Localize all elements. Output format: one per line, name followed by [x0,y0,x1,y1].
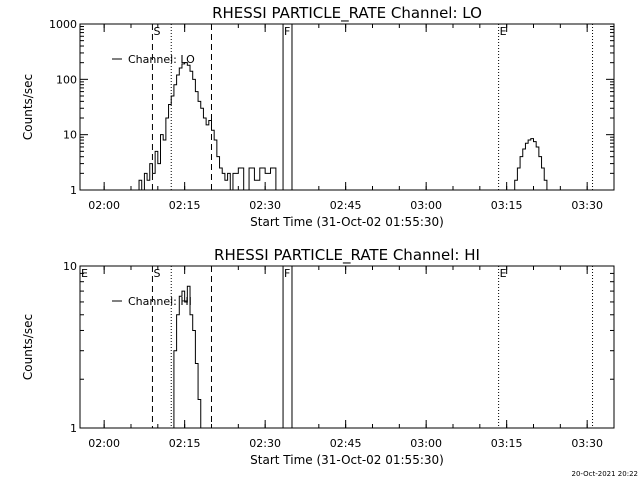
chart-title: RHESSI PARTICLE_RATE Channel: LO [212,4,482,23]
x-tick-label: 02:15 [169,199,201,212]
x-tick-label: 02:30 [249,199,281,212]
y-tick-label: 10 [63,129,77,142]
series-line [512,138,549,191]
x-tick-label: 03:30 [571,437,603,450]
event-marker-label: S [153,25,160,38]
y-tick-label: 10 [63,260,77,273]
y-tick-label: 1 [70,184,77,197]
legend-label: Channel: HI [128,295,192,308]
y-axis-label: Counts/sec [21,74,35,140]
x-tick-label: 02:00 [88,199,120,212]
x-tick-label: 02:15 [169,437,201,450]
footer-timestamp: 20-Oct-2021 20:22 [572,470,638,478]
event-marker-label: E [81,267,88,280]
event-marker-label: E [500,267,507,280]
y-axis-label: Counts/sec [21,314,35,380]
legend-label: Channel: LO [128,53,195,66]
x-axis-label: Start Time (31-Oct-02 01:55:30) [250,453,444,467]
x-tick-label: 03:00 [410,199,442,212]
x-tick-label: 03:15 [491,199,523,212]
x-tick-label: 02:45 [330,437,362,450]
y-tick-label: 1 [70,422,77,435]
x-tick-label: 03:00 [410,437,442,450]
x-tick-label: 03:15 [491,437,523,450]
series-line [136,62,278,191]
chart-title: RHESSI PARTICLE_RATE Channel: HI [214,246,480,265]
hi-channel-panel: RHESSI PARTICLE_RATE Channel: HI Start Ti… [21,246,615,467]
x-tick-label: 03:30 [571,199,603,212]
x-axis-label: Start Time (31-Oct-02 01:55:30) [250,215,444,229]
y-tick-label: 1000 [49,18,77,31]
x-tick-label: 02:45 [330,199,362,212]
plot-frame [79,23,615,191]
x-tick-label: 02:30 [249,437,281,450]
event-marker-label: F [284,267,290,280]
event-marker-label: S [153,267,160,280]
y-tick-label: 100 [56,73,77,86]
event-marker-label: F [284,25,290,38]
plot-frame [79,265,615,429]
x-tick-label: 02:00 [88,437,120,450]
lo-channel-panel: RHESSI PARTICLE_RATE Channel: LO Start Ti… [21,4,615,229]
event-marker-label: E [500,25,507,38]
series-line [171,285,203,429]
